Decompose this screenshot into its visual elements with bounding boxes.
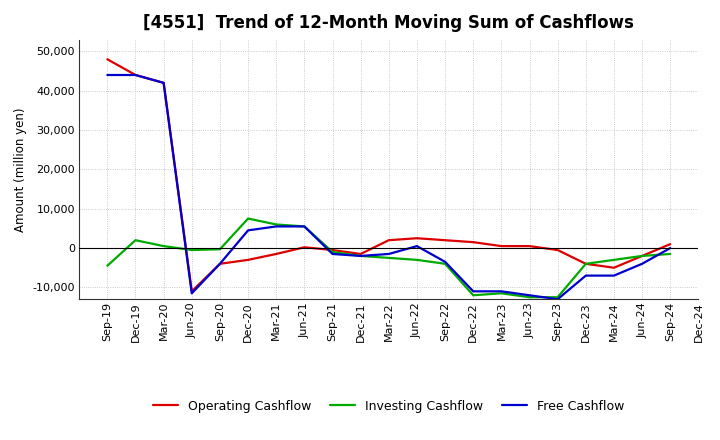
Operating Cashflow bbox=[103, 57, 112, 62]
Investing Cashflow bbox=[300, 224, 309, 229]
Investing Cashflow bbox=[356, 253, 365, 259]
Operating Cashflow bbox=[384, 238, 393, 243]
Operating Cashflow bbox=[554, 247, 562, 253]
Free Cashflow bbox=[441, 259, 449, 264]
Investing Cashflow bbox=[272, 222, 281, 227]
Operating Cashflow bbox=[159, 80, 168, 85]
Operating Cashflow bbox=[356, 251, 365, 257]
Investing Cashflow bbox=[582, 261, 590, 267]
Line: Investing Cashflow: Investing Cashflow bbox=[107, 219, 670, 297]
Free Cashflow bbox=[300, 224, 309, 229]
Free Cashflow bbox=[244, 228, 253, 233]
Free Cashflow bbox=[272, 224, 281, 229]
Title: [4551]  Trend of 12-Month Moving Sum of Cashflows: [4551] Trend of 12-Month Moving Sum of C… bbox=[143, 15, 634, 33]
Investing Cashflow bbox=[131, 238, 140, 243]
Free Cashflow bbox=[356, 253, 365, 259]
Investing Cashflow bbox=[413, 257, 421, 263]
Free Cashflow bbox=[554, 297, 562, 302]
Free Cashflow bbox=[384, 251, 393, 257]
Investing Cashflow bbox=[497, 291, 505, 296]
Investing Cashflow bbox=[554, 295, 562, 300]
Operating Cashflow bbox=[244, 257, 253, 263]
Investing Cashflow bbox=[244, 216, 253, 221]
Investing Cashflow bbox=[159, 243, 168, 249]
Investing Cashflow bbox=[469, 293, 477, 298]
Free Cashflow bbox=[103, 72, 112, 77]
Operating Cashflow bbox=[469, 239, 477, 245]
Free Cashflow bbox=[413, 243, 421, 249]
Operating Cashflow bbox=[328, 247, 337, 253]
Operating Cashflow bbox=[187, 289, 196, 294]
Free Cashflow bbox=[328, 251, 337, 257]
Investing Cashflow bbox=[328, 249, 337, 255]
Operating Cashflow bbox=[413, 235, 421, 241]
Free Cashflow bbox=[159, 80, 168, 85]
Investing Cashflow bbox=[384, 255, 393, 260]
Legend: Operating Cashflow, Investing Cashflow, Free Cashflow: Operating Cashflow, Investing Cashflow, … bbox=[148, 395, 629, 418]
Operating Cashflow bbox=[525, 243, 534, 249]
Free Cashflow bbox=[525, 293, 534, 298]
Free Cashflow bbox=[131, 72, 140, 77]
Free Cashflow bbox=[610, 273, 618, 278]
Operating Cashflow bbox=[666, 242, 675, 247]
Free Cashflow bbox=[666, 246, 675, 251]
Investing Cashflow bbox=[441, 261, 449, 267]
Free Cashflow bbox=[582, 273, 590, 278]
Line: Operating Cashflow: Operating Cashflow bbox=[107, 59, 670, 291]
Investing Cashflow bbox=[525, 295, 534, 300]
Operating Cashflow bbox=[215, 261, 224, 267]
Operating Cashflow bbox=[582, 261, 590, 267]
Investing Cashflow bbox=[666, 251, 675, 257]
Operating Cashflow bbox=[300, 245, 309, 250]
Investing Cashflow bbox=[638, 253, 647, 259]
Investing Cashflow bbox=[610, 257, 618, 263]
Free Cashflow bbox=[215, 261, 224, 267]
Line: Free Cashflow: Free Cashflow bbox=[107, 75, 670, 299]
Operating Cashflow bbox=[638, 253, 647, 259]
Investing Cashflow bbox=[215, 246, 224, 252]
Free Cashflow bbox=[638, 261, 647, 267]
Free Cashflow bbox=[469, 289, 477, 294]
Operating Cashflow bbox=[497, 243, 505, 249]
Operating Cashflow bbox=[441, 238, 449, 243]
Operating Cashflow bbox=[610, 265, 618, 270]
Free Cashflow bbox=[187, 291, 196, 296]
Operating Cashflow bbox=[131, 72, 140, 77]
Operating Cashflow bbox=[272, 251, 281, 257]
Investing Cashflow bbox=[103, 263, 112, 268]
Investing Cashflow bbox=[187, 247, 196, 253]
Free Cashflow bbox=[497, 289, 505, 294]
Y-axis label: Amount (million yen): Amount (million yen) bbox=[14, 107, 27, 231]
